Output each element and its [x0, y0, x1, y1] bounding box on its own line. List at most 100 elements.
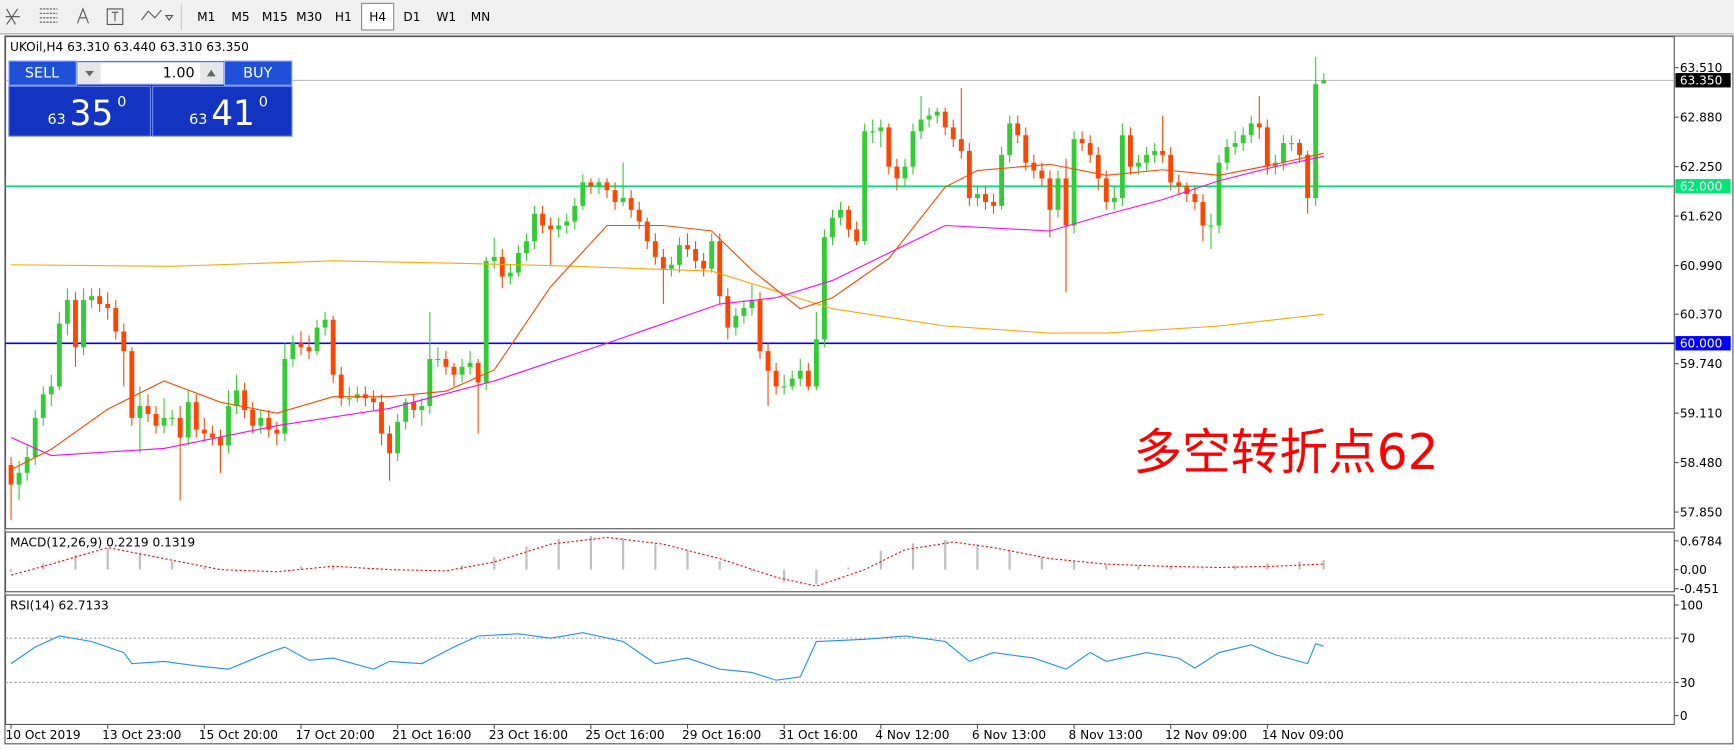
timeframe-button[interactable]	[430, 3, 463, 30]
fibo-icon[interactable]	[5, 8, 20, 25]
candle-body	[741, 307, 747, 316]
x-tick-label: 17 Oct 20:00	[295, 728, 374, 742]
candle-body	[201, 429, 207, 434]
candle-body	[56, 323, 62, 387]
lot-value[interactable]: 1.00	[163, 66, 195, 82]
timeframe-button[interactable]	[258, 3, 291, 30]
annotation: 多空转折点62	[1134, 425, 1439, 481]
candle-body	[838, 209, 843, 218]
toolbar: M1 M5 M15 M30 H1 H4 D1 W1 MN	[0, 0, 1734, 35]
y-tick-label: 62.880	[1680, 111, 1723, 125]
candle-body	[1152, 150, 1158, 155]
buy-button[interactable]	[223, 60, 293, 86]
candle-body	[1119, 135, 1125, 199]
candle-body	[145, 406, 151, 414]
timeframe-label[interactable]: M1	[197, 10, 215, 24]
grid-icon[interactable]	[39, 8, 58, 23]
buy-label[interactable]: BUY	[243, 66, 272, 82]
candle-body	[1031, 162, 1037, 171]
candle-body	[693, 249, 699, 261]
timeframe-label[interactable]: M30	[296, 10, 322, 24]
down-arrow	[85, 70, 94, 77]
candle-body	[1264, 127, 1270, 167]
candle-body	[105, 304, 111, 308]
buy-big-figure: 63	[189, 112, 207, 128]
candle-body	[789, 378, 795, 387]
candle-body	[1103, 178, 1109, 202]
candle-body	[572, 205, 578, 222]
timeframe-label[interactable]: H4	[369, 10, 386, 24]
lot-input[interactable]	[76, 61, 224, 85]
candle-body	[1224, 146, 1230, 163]
timeframe-label[interactable]: MN	[471, 10, 491, 24]
candle-body	[443, 358, 449, 367]
timeframe-button[interactable]	[464, 3, 497, 30]
candle-body	[1087, 143, 1093, 155]
candle-body	[781, 386, 787, 388]
candle-body	[1289, 143, 1294, 145]
one-click-trading: SELL 1.00 BUY 63 35 0 63 41 0	[8, 60, 293, 137]
timeframe-button[interactable]	[327, 3, 360, 30]
timeframe-button[interactable]	[190, 3, 223, 30]
sell-label[interactable]: SELL	[25, 66, 59, 82]
moving-average	[11, 260, 1324, 334]
panel-frame	[4, 36, 1675, 530]
timeframe-label[interactable]: H1	[335, 10, 352, 24]
x-tick-label: 10 Oct 2019	[6, 728, 81, 742]
candle-body	[733, 315, 739, 328]
candle-body	[926, 115, 932, 120]
timeframe-label[interactable]: D1	[403, 10, 420, 24]
sell-price-box[interactable]	[8, 85, 151, 137]
candle-body	[1007, 123, 1013, 155]
x-tick-label: 6 Nov 13:00	[972, 728, 1046, 742]
tool-icons[interactable]	[5, 4, 182, 30]
buy-price-box[interactable]	[152, 85, 293, 137]
timeframe-button[interactable]	[395, 3, 428, 30]
candle-body	[129, 351, 135, 418]
y-tick-label: 30	[1680, 676, 1695, 690]
text-icon[interactable]	[76, 7, 89, 24]
candle-body	[306, 347, 312, 352]
candle-body	[918, 119, 924, 132]
candle-body	[258, 417, 264, 426]
candle-body	[540, 213, 545, 226]
arrow-icon[interactable]	[141, 9, 174, 21]
candle-body	[830, 217, 835, 238]
candle-body	[209, 433, 215, 438]
candle-body	[1184, 186, 1190, 195]
candle-body	[48, 386, 54, 395]
candle-body	[483, 260, 489, 383]
candle-body	[250, 410, 256, 426]
candle-body	[64, 300, 70, 324]
candle-body	[1232, 143, 1238, 147]
candle-body	[580, 182, 586, 206]
candle-body	[1208, 225, 1214, 227]
level-label-bg	[1675, 336, 1731, 351]
candle-body	[999, 154, 1005, 206]
x-tick-label: 13 Oct 23:00	[102, 728, 181, 742]
candle-body	[854, 229, 860, 242]
candle-body	[435, 358, 441, 361]
timeframe-button[interactable]	[361, 2, 395, 31]
candle-body	[846, 209, 852, 230]
candle-body	[97, 296, 103, 305]
timeframe-button[interactable]	[293, 3, 326, 30]
candle-body	[644, 221, 650, 242]
candle-body	[1047, 178, 1053, 210]
label-icon[interactable]	[106, 8, 124, 25]
candle-body	[1176, 182, 1182, 187]
candle-body	[975, 194, 980, 199]
x-tick-label: 21 Oct 16:00	[392, 728, 471, 742]
candle-body	[612, 190, 618, 202]
candle-body	[282, 358, 288, 434]
timeframe-label[interactable]: W1	[436, 10, 456, 24]
timeframe-button[interactable]	[224, 3, 257, 30]
timeframe-label[interactable]: M15	[262, 10, 288, 24]
timeframe-label[interactable]: M5	[231, 10, 249, 24]
sell-button[interactable]	[8, 60, 77, 86]
y-tick-label: 63.510	[1680, 61, 1723, 75]
candle-body	[1313, 84, 1319, 199]
x-tick-label: 12 Nov 09:00	[1165, 728, 1247, 742]
candle-body	[491, 256, 497, 261]
candle-body	[32, 417, 38, 458]
